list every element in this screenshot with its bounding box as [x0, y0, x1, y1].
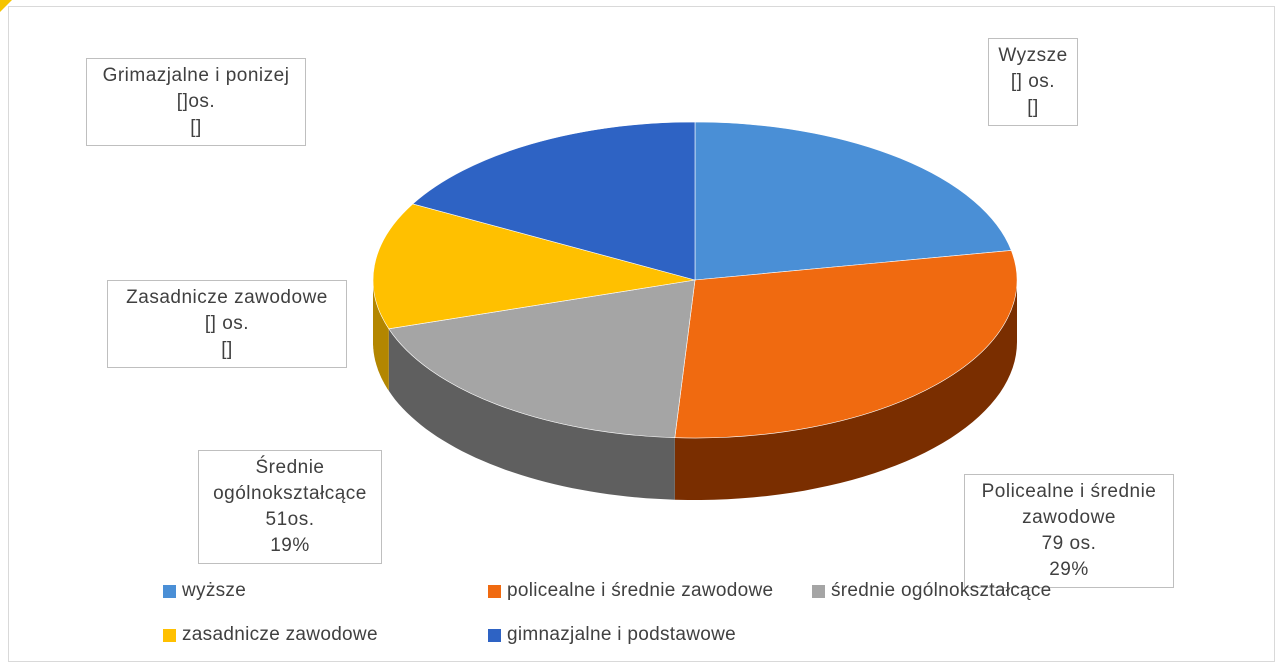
pie-slice-1 [674, 250, 1018, 439]
callout-line: Zasadnicze zawodowe [126, 287, 328, 308]
pie-slice-2 [388, 279, 696, 439]
callout-line: [] os. [204, 313, 250, 334]
callout-line: zawodowe [1022, 507, 1116, 528]
pie-slice-4 [412, 121, 696, 281]
callout-srednie-ogolnoksztalcace: Średnie ogólnokształcące 51os. 19% [198, 450, 382, 564]
callout-line: 79 os. [1041, 533, 1097, 554]
callout-line: [] os. [1010, 71, 1056, 92]
legend-label: wyższe [182, 580, 247, 601]
legend-swatch [163, 628, 176, 642]
legend-swatch [488, 628, 501, 642]
legend-label: średnie ogólnokształcące [831, 580, 1052, 601]
callout-wyzsze: Wyzsze [] os. [] [988, 38, 1078, 126]
pie-slice-3 [372, 203, 696, 330]
callout-line: ogólnokształcące [213, 483, 367, 504]
callout-line: Średnie [255, 457, 325, 478]
callout-line: 51os. [265, 509, 315, 530]
legend-label: zasadnicze zawodowe [182, 624, 378, 645]
callout-gimnazjalne: Grimazjalne i ponizej []os. [] [86, 58, 306, 146]
callout-line: [] [221, 339, 233, 360]
legend-swatch [488, 584, 501, 598]
corner-marker [0, 0, 12, 12]
callout-line: Policealne i średnie [981, 481, 1157, 502]
pie-side-3 [373, 280, 389, 391]
pie-side-2 [388, 328, 675, 500]
callout-line: [] [1027, 97, 1039, 118]
callout-zasadnicze: Zasadnicze zawodowe [] os. [] [107, 280, 347, 368]
callout-line: Wyzsze [998, 45, 1068, 66]
legend-item-srednie: średnie ogólnokształcące [812, 580, 1052, 602]
callout-line: Grimazjalne i ponizej [102, 65, 290, 86]
legend-item-policealne: policealne i średnie zawodowe [488, 580, 773, 602]
legend-label: gimnazjalne i podstawowe [507, 624, 736, 645]
pie-slice-0 [694, 121, 1012, 281]
legend-swatch [812, 584, 825, 598]
callout-line: 19% [270, 535, 310, 556]
legend-item-zasadnicze: zasadnicze zawodowe [163, 624, 378, 646]
legend-swatch [163, 584, 176, 598]
legend-item-gimnazjalne: gimnazjalne i podstawowe [488, 624, 736, 646]
callout-line: []os. [176, 91, 216, 112]
callout-line: [] [190, 117, 202, 138]
legend-label: policealne i średnie zawodowe [507, 580, 774, 601]
callout-policealne: Policealne i średnie zawodowe 79 os. 29% [964, 474, 1174, 588]
callout-line: 29% [1049, 559, 1089, 580]
pie-side-1 [674, 280, 1017, 500]
legend-item-wyzsze: wyższe [163, 580, 246, 602]
